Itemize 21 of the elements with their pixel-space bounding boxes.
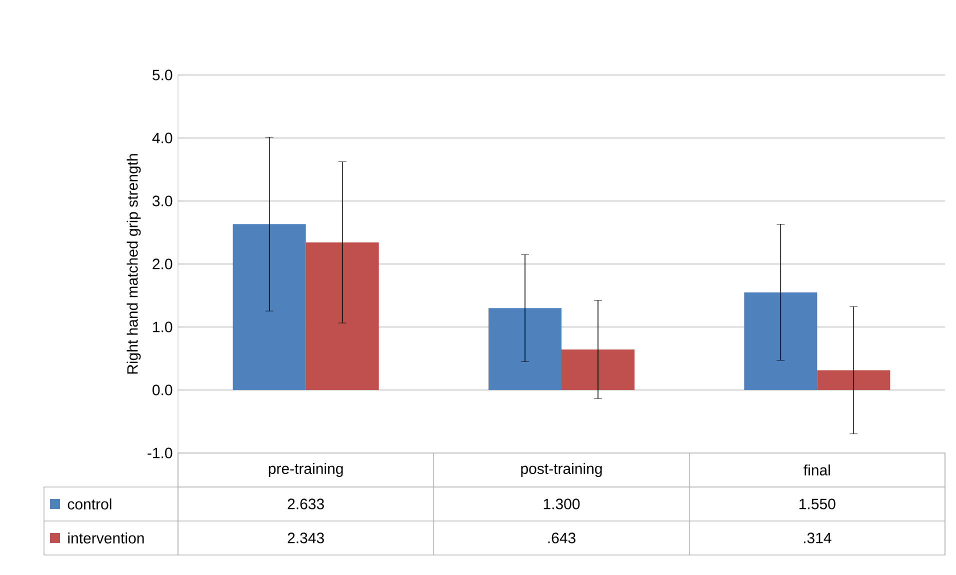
y-tick-label: 3.0 xyxy=(152,196,172,206)
x-tick-label: final xyxy=(804,464,830,476)
x-tick-label: pre-training xyxy=(268,462,343,477)
x-tick-label: post-training xyxy=(521,462,602,477)
y-tick-label: 1.0 xyxy=(153,322,172,332)
data-label: 1.300 xyxy=(544,498,580,510)
legend-label: control xyxy=(68,498,112,510)
y-tick-label: 4.0 xyxy=(152,132,172,144)
y-tick-label: -1.0 xyxy=(148,448,172,458)
bar xyxy=(817,370,890,390)
bar xyxy=(562,349,635,390)
data-label: 2.343 xyxy=(288,532,324,544)
data-label: .314 xyxy=(804,532,832,544)
y-axis-title: Right hand matched grip strength xyxy=(126,154,141,374)
data-label: .643 xyxy=(548,532,576,544)
legend-label: intervention xyxy=(68,532,144,544)
y-tick-label: 0.0 xyxy=(152,384,172,396)
y-tick-label: 2.0 xyxy=(152,258,172,270)
data-label: 1.550 xyxy=(800,498,836,510)
y-tick-label: 5.0 xyxy=(152,70,172,80)
data-label: 2.633 xyxy=(288,498,324,510)
